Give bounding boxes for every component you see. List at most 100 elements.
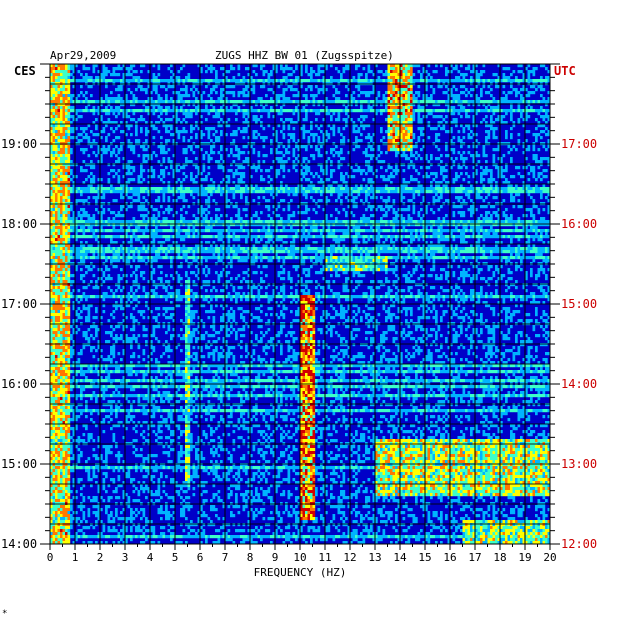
spectrogram-cell — [510, 196, 513, 199]
spectrogram-cell — [403, 73, 406, 76]
spectrogram-cell — [360, 169, 363, 172]
spectrogram-cell — [338, 166, 341, 169]
spectrogram-cell — [270, 193, 273, 196]
spectrogram-cell — [420, 118, 423, 121]
spectrogram-cell — [120, 226, 123, 229]
spectrogram-cell — [235, 163, 238, 166]
spectrogram-cell — [528, 190, 531, 193]
spectrogram-cell — [430, 127, 433, 130]
spectrogram-cell — [83, 136, 86, 139]
spectrogram-cell — [230, 163, 233, 166]
spectrogram-cell — [168, 199, 171, 202]
spectrogram-cell — [180, 166, 183, 169]
spectrogram-cell — [363, 217, 366, 220]
spectrogram-cell — [220, 79, 223, 82]
spectrogram-cell — [443, 187, 446, 190]
spectrogram-cell — [260, 190, 263, 193]
spectrogram-cell — [135, 193, 138, 196]
spectrogram-cell — [393, 112, 396, 115]
spectrogram-cell — [65, 169, 68, 172]
spectrogram-cell — [58, 85, 61, 88]
spectrogram-cell — [440, 196, 443, 199]
spectrogram-cell — [340, 193, 343, 196]
spectrogram-cell — [435, 109, 438, 112]
spectrogram-cell — [410, 190, 413, 193]
spectrogram-cell — [518, 103, 521, 106]
spectrogram-cell — [483, 109, 486, 112]
spectrogram-cell — [380, 175, 383, 178]
spectrogram-cell — [213, 115, 216, 118]
spectrogram-cell — [103, 211, 106, 214]
spectrogram-cell — [153, 76, 156, 79]
spectrogram-cell — [255, 136, 258, 139]
spectrogram-cell — [380, 130, 383, 133]
spectrogram-cell — [193, 127, 196, 130]
spectrogram-cell — [165, 109, 168, 112]
spectrogram-cell — [420, 79, 423, 82]
spectrogram-cell — [260, 187, 263, 190]
spectrogram-cell — [160, 100, 163, 103]
spectrogram-cell — [333, 112, 336, 115]
spectrogram-cell — [213, 85, 216, 88]
spectrogram-cell — [63, 127, 66, 130]
spectrogram-cell — [188, 220, 191, 223]
spectrogram-cell — [368, 67, 371, 70]
spectrogram-cell — [510, 118, 513, 121]
spectrogram-cell — [190, 115, 193, 118]
spectrogram-cell — [230, 106, 233, 109]
spectrogram-cell — [140, 163, 143, 166]
spectrogram-cell — [470, 100, 473, 103]
spectrogram-cell — [118, 151, 121, 154]
spectrogram-cell — [495, 79, 498, 82]
spectrogram-cell — [410, 103, 413, 106]
spectrogram-cell — [395, 172, 398, 175]
spectrogram-cell — [203, 187, 206, 190]
spectrogram-cell — [253, 190, 256, 193]
spectrogram-cell — [403, 133, 406, 136]
spectrogram-cell — [205, 178, 208, 181]
spectrogram-cell — [210, 148, 213, 151]
spectrogram-cell — [78, 109, 81, 112]
spectrogram-cell — [390, 103, 393, 106]
spectrogram-cell — [495, 163, 498, 166]
spectrogram-cell — [143, 157, 146, 160]
spectrogram-cell — [315, 148, 318, 151]
spectrogram-cell — [508, 187, 511, 190]
spectrogram-cell — [315, 100, 318, 103]
spectrogram-cell — [413, 154, 416, 157]
spectrogram-cell — [135, 226, 138, 229]
spectrogram-cell — [328, 109, 331, 112]
spectrogram-cell — [345, 100, 348, 103]
spectrogram-cell — [68, 148, 71, 151]
spectrogram-cell — [518, 106, 521, 109]
spectrogram-cell — [283, 145, 286, 148]
spectrogram-cell — [113, 70, 116, 73]
spectrogram-cell — [478, 154, 481, 157]
spectrogram-cell — [458, 190, 461, 193]
spectrogram-cell — [353, 196, 356, 199]
spectrogram-cell — [405, 67, 408, 70]
spectrogram-cell — [83, 169, 86, 172]
spectrogram-cell — [130, 190, 133, 193]
spectrogram-cell — [385, 103, 388, 106]
spectrogram-cell — [133, 112, 136, 115]
spectrogram-cell — [130, 100, 133, 103]
spectrogram-cell — [355, 169, 358, 172]
spectrogram-cell — [343, 220, 346, 223]
spectrogram-cell — [535, 88, 538, 91]
spectrogram-cell — [160, 148, 163, 151]
spectrogram-cell — [135, 187, 138, 190]
spectrogram-cell — [58, 193, 61, 196]
spectrogram-cell — [155, 127, 158, 130]
spectrogram-cell — [510, 133, 513, 136]
spectrogram-cell — [380, 127, 383, 130]
spectrogram-cell — [113, 190, 116, 193]
spectrogram-cell — [383, 100, 386, 103]
spectrogram-cell — [168, 223, 171, 226]
spectrogram-cell — [488, 211, 491, 214]
spectrogram-cell — [143, 196, 146, 199]
spectrogram-cell — [285, 118, 288, 121]
spectrogram-cell — [480, 223, 483, 226]
spectrogram-cell — [493, 133, 496, 136]
spectrogram-cell — [460, 109, 463, 112]
